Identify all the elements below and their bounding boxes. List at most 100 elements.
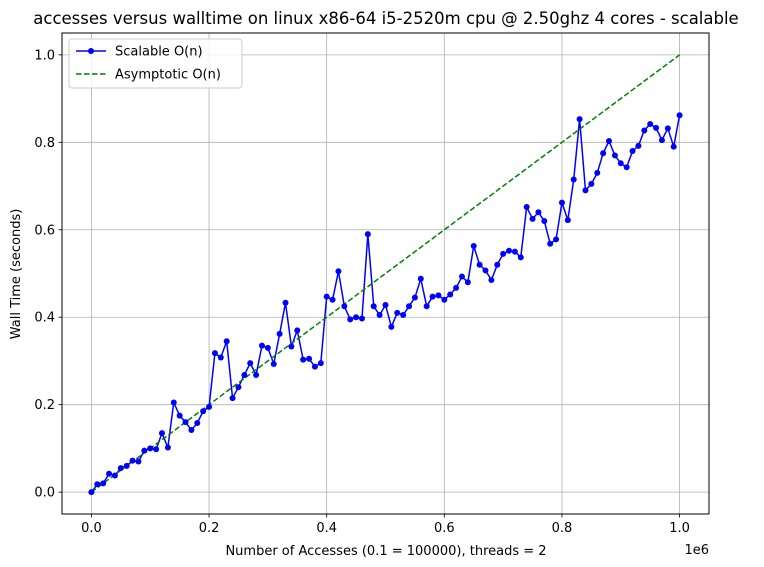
data-point <box>100 480 107 487</box>
data-point <box>329 296 336 303</box>
data-point <box>464 279 471 286</box>
data-point <box>111 472 118 479</box>
data-point <box>482 267 489 274</box>
series-line-asymptotic <box>90 54 681 493</box>
data-point <box>194 420 201 427</box>
data-point <box>494 261 501 268</box>
grid <box>62 33 709 514</box>
data-point <box>141 447 148 454</box>
data-point <box>382 301 389 308</box>
data-point <box>653 124 660 131</box>
y-tick-label: 0.8 <box>34 136 55 151</box>
data-point <box>123 462 130 469</box>
data-point <box>447 291 454 298</box>
data-point <box>270 361 277 368</box>
data-point <box>306 355 313 362</box>
data-point <box>353 314 360 321</box>
data-point <box>488 277 495 284</box>
data-point <box>347 316 354 323</box>
data-point <box>529 215 536 222</box>
data-point <box>335 268 342 275</box>
data-point <box>94 481 101 488</box>
y-axis: 0.0 0.2 0.4 0.6 0.8 1.0 <box>34 48 62 501</box>
data-point <box>388 323 395 330</box>
data-point <box>282 299 289 306</box>
data-point <box>629 148 636 155</box>
x-axis-offset-label: 1e6 <box>684 543 709 558</box>
data-point <box>429 293 436 300</box>
data-point <box>311 363 318 370</box>
x-tick-label: 0.2 <box>199 521 220 536</box>
data-point <box>182 419 189 426</box>
data-point <box>288 343 295 350</box>
data-point <box>470 242 477 249</box>
data-point <box>253 371 260 378</box>
data-point <box>641 127 648 134</box>
data-point <box>217 354 224 361</box>
data-point <box>558 199 565 206</box>
data-point <box>211 350 218 357</box>
legend-marker-scalable <box>88 48 94 54</box>
y-tick-label: 0.2 <box>34 398 55 413</box>
data-point <box>570 176 577 183</box>
data-point <box>147 445 154 452</box>
data-point <box>411 294 418 301</box>
data-point <box>594 169 601 176</box>
data-point <box>647 120 654 127</box>
data-point <box>206 403 213 410</box>
data-point <box>317 360 324 367</box>
data-point <box>517 254 524 261</box>
data-point <box>264 344 271 351</box>
data-point <box>229 395 236 402</box>
data-point <box>658 137 665 144</box>
data-point <box>623 164 630 171</box>
data-point <box>576 116 583 123</box>
plot-area-frame <box>61 32 710 515</box>
data-point <box>441 296 448 303</box>
data-point <box>417 275 424 282</box>
legend-box <box>68 38 243 89</box>
data-point <box>88 489 95 496</box>
data-point <box>606 138 613 145</box>
data-point <box>188 427 195 434</box>
data-point <box>106 470 113 477</box>
x-axis-label: Number of Accesses (0.1 = 100000), threa… <box>225 544 546 559</box>
data-point <box>200 408 207 415</box>
data-point <box>611 152 618 159</box>
data-point <box>364 231 371 238</box>
data-point <box>553 236 560 243</box>
x-tick-label: 0.4 <box>316 521 337 536</box>
data-point <box>406 303 413 310</box>
chart-title: accesses versus walltime on linux x86-64… <box>33 9 738 28</box>
x-tick-label: 0.6 <box>434 521 455 536</box>
data-point <box>135 458 142 465</box>
data-point <box>394 309 401 316</box>
data-point <box>358 315 365 322</box>
data-point <box>453 284 460 291</box>
data-point <box>370 303 377 310</box>
data-point <box>158 430 165 437</box>
x-axis: 0.0 0.2 0.4 0.6 0.8 1.0 <box>81 514 690 536</box>
data-point <box>300 356 307 363</box>
data-point <box>400 312 407 319</box>
data-point <box>129 457 136 464</box>
data-point <box>617 160 624 167</box>
y-axis-label: Wall Time (seconds) <box>9 209 24 340</box>
data-point <box>235 384 242 391</box>
data-point <box>341 303 348 310</box>
y-tick-label: 0.4 <box>34 311 55 326</box>
data-point <box>117 465 124 472</box>
data-point <box>670 143 677 150</box>
data-point <box>541 218 548 225</box>
data-point <box>676 112 683 119</box>
data-point <box>164 444 171 451</box>
data-point <box>258 342 265 349</box>
y-tick-label: 0.6 <box>34 223 55 238</box>
legend-label-asymptotic: Asymptotic O(n) <box>115 68 221 83</box>
data-point <box>423 303 430 310</box>
data-point <box>476 261 483 268</box>
data-point <box>664 125 671 132</box>
data-point <box>435 292 442 299</box>
y-tick-label: 0.0 <box>34 486 55 501</box>
